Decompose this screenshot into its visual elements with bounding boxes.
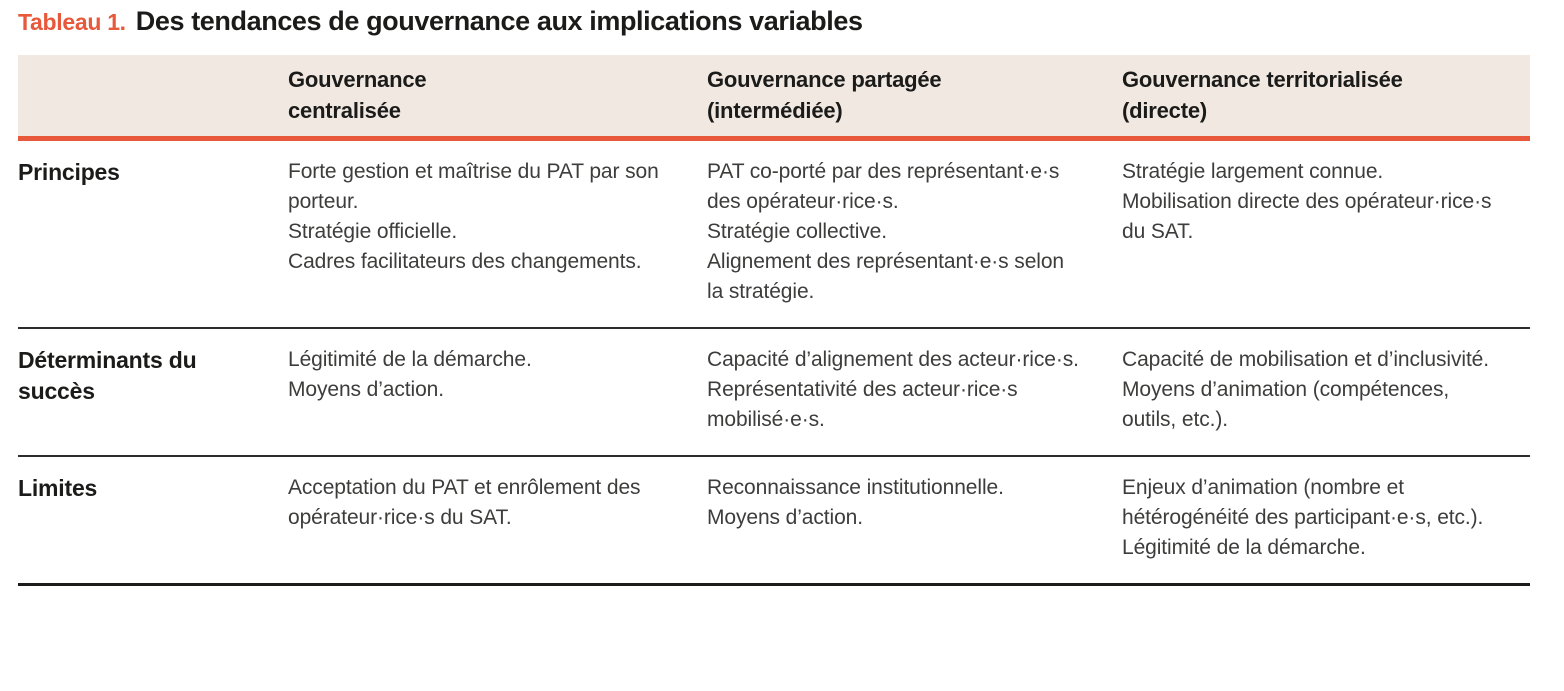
table-row-principes: Principes Forte gestion et maîtrise du P…: [18, 141, 1530, 327]
header-accent-rule: [18, 136, 1530, 141]
cell-determinants-territorialisee: Capacité de mobilisation et d’inclusivit…: [1122, 348, 1489, 431]
table-row-determinants: Déterminants du succès Légitimité de la …: [18, 327, 1530, 455]
table-header-gouvernance-territorialisee: Gouvernance territorialisée (directe): [1122, 67, 1403, 123]
row-label-principes: Principes: [18, 159, 120, 185]
cell-principes-centralisee: Forte gestion et maîtrise du PAT par son…: [288, 160, 659, 273]
table-header-empty-cell: [18, 64, 288, 126]
cell-limites-centralisee: Acceptation du PAT et enrôlement des opé…: [288, 476, 641, 529]
row-label-limites: Limites: [18, 475, 98, 501]
table-row-limites: Limites Acceptation du PAT et enrôlement…: [18, 455, 1530, 583]
cell-determinants-partagee: Capacité d’alignement des acteur·rice·s.…: [707, 348, 1079, 431]
table-header-gouvernance-partagee: Gouvernance partagée (intermédiée): [707, 67, 942, 123]
table-header-gouvernance-centralisee: Gouvernance centralisée: [288, 67, 427, 123]
cell-principes-partagee: PAT co-porté par des représentant·e·s de…: [707, 160, 1065, 303]
row-label-determinants: Déterminants du succès: [18, 347, 197, 404]
table-caption: Tableau 1. Des tendances de gouvernance a…: [18, 6, 1530, 37]
cell-principes-territorialisee: Stratégie largement connue. Mobilisation…: [1122, 160, 1492, 243]
table-caption-title: Des tendances de gouvernance aux implica…: [135, 6, 863, 36]
cell-determinants-centralisee: Légitimité de la démarche. Moyens d’acti…: [288, 348, 532, 401]
governance-table: Gouvernance centralisée Gouvernance part…: [18, 55, 1530, 586]
cell-limites-territorialisee: Enjeux d’animation (nombre et hétérogéné…: [1122, 476, 1484, 559]
cell-limites-partagee: Reconnaissance institutionnelle. Moyens …: [707, 476, 1004, 529]
table-header-row: Gouvernance centralisée Gouvernance part…: [18, 55, 1530, 136]
table-caption-label: Tableau 1.: [18, 9, 126, 35]
